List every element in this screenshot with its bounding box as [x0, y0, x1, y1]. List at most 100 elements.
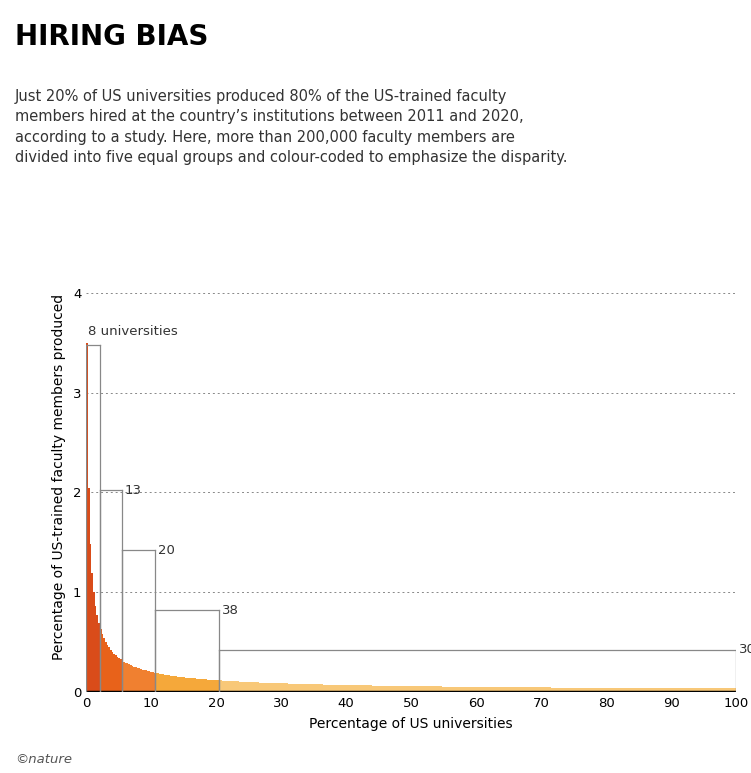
Bar	[331, 685, 333, 692]
Bar	[650, 688, 652, 692]
Bar	[555, 687, 556, 692]
Bar	[575, 688, 577, 692]
Bar	[226, 681, 228, 692]
Bar	[191, 678, 192, 692]
Bar	[296, 684, 298, 692]
Bar	[559, 687, 562, 692]
Bar	[637, 688, 638, 692]
Bar	[306, 684, 308, 692]
Bar	[596, 688, 599, 692]
Bar	[585, 688, 587, 692]
Bar	[358, 686, 360, 692]
Bar	[425, 686, 427, 692]
Bar	[363, 686, 365, 692]
Bar	[514, 687, 516, 692]
Text: HIRING BIAS: HIRING BIAS	[15, 23, 208, 51]
Bar	[645, 688, 647, 692]
Bar	[467, 686, 469, 692]
Bar	[436, 686, 437, 692]
Bar	[252, 683, 255, 692]
Bar	[434, 686, 436, 692]
Bar	[726, 689, 728, 692]
Bar	[204, 679, 206, 692]
Bar	[704, 689, 706, 692]
Bar	[414, 686, 415, 692]
Bar	[105, 642, 107, 692]
Bar	[387, 686, 388, 692]
Bar	[145, 670, 147, 692]
Bar	[372, 686, 373, 692]
Bar	[474, 687, 476, 692]
Bar	[676, 688, 677, 692]
Bar	[721, 689, 722, 692]
Bar	[558, 687, 559, 692]
Bar	[665, 688, 667, 692]
Bar	[400, 686, 402, 692]
Bar	[489, 687, 491, 692]
Bar	[122, 660, 123, 692]
Bar	[232, 681, 234, 692]
Bar	[255, 683, 256, 692]
Bar	[456, 686, 457, 692]
Bar	[313, 684, 315, 692]
Bar	[520, 687, 521, 692]
Bar	[539, 687, 541, 692]
Bar	[402, 686, 403, 692]
Bar	[427, 686, 429, 692]
Bar	[131, 666, 134, 692]
Bar	[369, 686, 370, 692]
Bar	[328, 685, 330, 692]
Bar	[185, 677, 187, 692]
Bar	[116, 657, 119, 692]
Bar	[644, 688, 645, 692]
Bar	[377, 686, 379, 692]
Bar	[528, 687, 529, 692]
Text: 8 universities: 8 universities	[88, 325, 177, 338]
Bar	[150, 672, 152, 692]
Bar	[320, 684, 321, 692]
Bar	[625, 688, 627, 692]
Bar	[439, 686, 441, 692]
Bar	[451, 686, 452, 692]
Bar	[533, 687, 535, 692]
Bar	[388, 686, 391, 692]
Bar	[535, 687, 536, 692]
Bar	[498, 687, 499, 692]
Bar	[620, 688, 622, 692]
Bar	[629, 688, 630, 692]
Bar	[566, 688, 569, 692]
Bar	[276, 683, 278, 692]
Bar	[199, 679, 201, 692]
Bar	[714, 689, 716, 692]
Text: 308: 308	[738, 643, 751, 656]
Bar	[327, 685, 328, 692]
Bar	[615, 688, 617, 692]
Bar	[179, 676, 180, 692]
Bar	[469, 686, 471, 692]
Bar	[336, 685, 338, 692]
Bar	[516, 687, 517, 692]
Bar	[315, 684, 316, 692]
Bar	[271, 683, 273, 692]
Bar	[213, 680, 214, 692]
Bar	[285, 683, 286, 692]
Bar	[273, 683, 274, 692]
Bar	[391, 686, 392, 692]
Bar	[581, 688, 584, 692]
Bar	[175, 676, 177, 692]
Bar	[508, 687, 509, 692]
Bar	[308, 684, 309, 692]
Bar	[135, 667, 137, 692]
Bar	[671, 688, 672, 692]
Bar	[149, 672, 150, 692]
Bar	[263, 683, 264, 692]
Bar	[399, 686, 400, 692]
Bar	[259, 683, 261, 692]
Bar	[128, 664, 130, 692]
Bar	[599, 688, 600, 692]
Bar	[619, 688, 620, 692]
Bar	[120, 659, 122, 692]
Bar	[722, 689, 724, 692]
Bar	[301, 684, 303, 692]
Bar	[513, 687, 514, 692]
